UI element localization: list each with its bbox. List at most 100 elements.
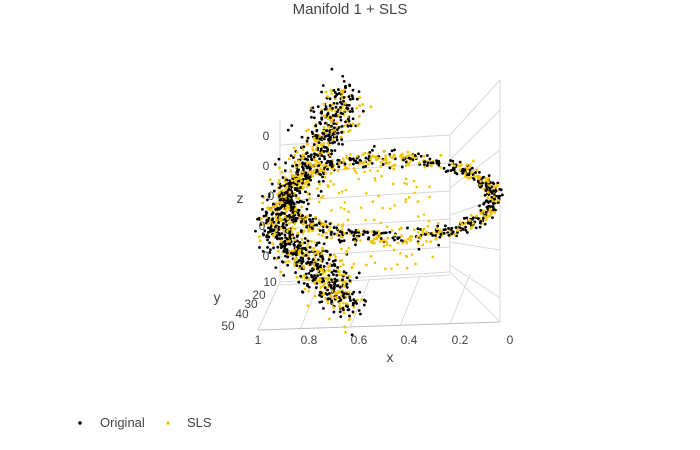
original-point <box>358 158 362 162</box>
sls-point <box>459 163 463 167</box>
original-point <box>380 231 384 235</box>
original-point <box>290 251 293 255</box>
sls-point <box>487 191 490 194</box>
sls-point <box>352 305 356 309</box>
sls-point <box>439 153 443 157</box>
sls-point <box>422 213 426 216</box>
sls-point <box>346 156 349 160</box>
original-point <box>347 117 350 121</box>
sls-point <box>404 200 407 204</box>
sls-point <box>312 265 316 269</box>
x-tick-label: 0.2 <box>452 333 469 347</box>
original-point <box>351 117 355 121</box>
sls-point <box>426 224 430 228</box>
sls-point <box>467 166 470 170</box>
sls-point <box>337 191 341 195</box>
sls-point <box>332 183 336 186</box>
sls-point <box>338 301 341 305</box>
sls-point <box>377 156 381 160</box>
original-point <box>306 239 310 243</box>
original-point <box>278 194 281 198</box>
original-point <box>496 181 500 185</box>
sls-point <box>316 269 320 273</box>
legend-marker-original[interactable] <box>78 421 82 425</box>
original-point <box>354 243 357 247</box>
original-point <box>289 195 293 199</box>
grid-right-0 <box>449 79 501 136</box>
sls-point <box>404 177 408 181</box>
original-point <box>336 110 339 114</box>
original-point <box>328 283 332 287</box>
sls-point <box>305 180 309 184</box>
original-point <box>288 179 292 183</box>
sls-point <box>359 161 363 165</box>
sls-point <box>311 249 315 252</box>
legend-label-sls[interactable]: SLS <box>187 415 212 430</box>
original-point <box>413 154 417 157</box>
original-point <box>316 154 320 158</box>
sls-point <box>294 207 298 210</box>
original-point <box>442 166 446 170</box>
original-point <box>338 310 342 314</box>
sls-point <box>317 233 321 236</box>
sls-point <box>332 129 336 132</box>
original-point <box>333 277 337 281</box>
sls-point <box>496 183 499 187</box>
original-point <box>317 221 321 225</box>
floor-front-edge <box>257 321 501 331</box>
sls-point <box>297 182 301 185</box>
sls-point <box>301 156 305 160</box>
original-point <box>493 197 496 201</box>
original-point <box>388 152 392 156</box>
original-point <box>352 290 356 294</box>
original-point <box>459 226 462 230</box>
original-point <box>431 161 435 165</box>
legend[interactable]: Original SLS <box>78 415 212 430</box>
sls-point <box>358 104 361 108</box>
sls-point <box>339 206 343 209</box>
sls-point <box>453 164 456 168</box>
original-point <box>297 280 301 284</box>
original-point <box>268 226 272 230</box>
legend-label-original[interactable]: Original <box>100 415 145 430</box>
grid-right-4 <box>449 241 501 251</box>
sls-point <box>300 242 304 245</box>
legend-marker-sls[interactable] <box>166 421 170 425</box>
sls-point <box>298 162 302 166</box>
sls-point <box>331 167 335 171</box>
original-point <box>292 202 296 206</box>
sls-point <box>410 253 414 256</box>
original-point <box>348 296 352 300</box>
original-point <box>342 95 346 99</box>
sls-point <box>314 148 318 152</box>
original-point <box>305 166 309 170</box>
original-point <box>478 204 481 208</box>
sls-point <box>271 234 275 237</box>
original-point <box>321 179 325 183</box>
original-point <box>314 124 318 127</box>
sls-point <box>385 240 389 244</box>
scatter-points <box>254 67 504 337</box>
original-point <box>464 225 467 229</box>
sls-point <box>345 250 349 253</box>
original-point <box>325 161 328 165</box>
sls-point <box>379 165 382 168</box>
original-point <box>328 116 332 119</box>
sls-point <box>416 241 420 245</box>
original-point <box>310 157 313 161</box>
original-point <box>333 149 337 152</box>
original-point <box>307 285 311 289</box>
original-point <box>357 271 361 275</box>
sls-point <box>488 208 492 212</box>
original-point <box>465 216 469 220</box>
sls-point <box>371 154 375 158</box>
original-point <box>336 131 340 135</box>
sls-point <box>488 184 492 188</box>
sls-point <box>384 162 388 165</box>
original-point <box>299 274 303 278</box>
original-point <box>273 256 276 260</box>
original-point <box>388 230 392 234</box>
sls-point <box>347 290 351 294</box>
original-point <box>481 175 485 179</box>
